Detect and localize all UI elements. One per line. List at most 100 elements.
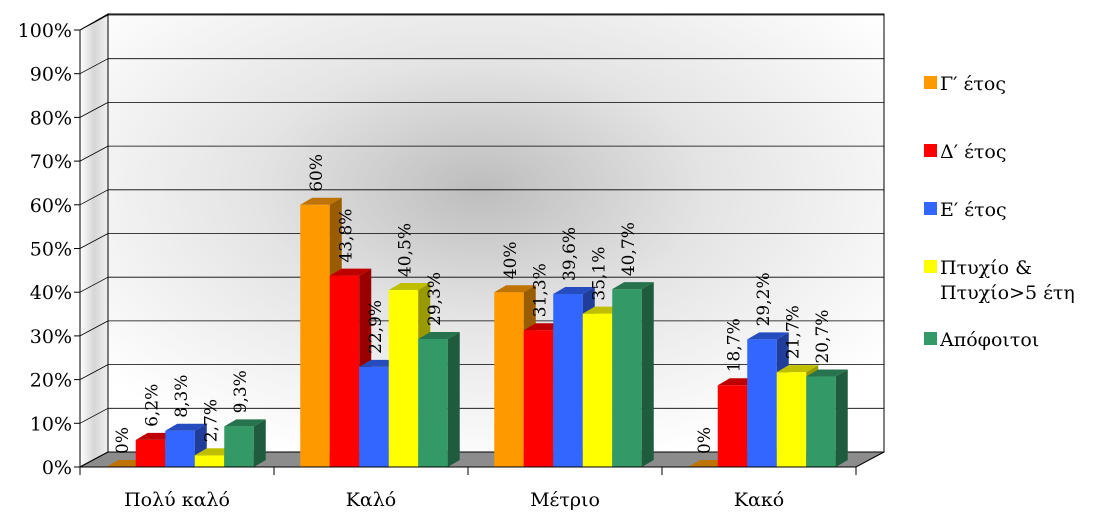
bar-front bbox=[418, 338, 448, 467]
bar-top bbox=[329, 268, 372, 276]
data-labels: 0% 6,2% 8,3% 2,7% 9,3% 60% 43,8% 22,9% 40,5% 29,3… bbox=[113, 154, 833, 454]
bar-top bbox=[553, 286, 595, 294]
side-wall bbox=[79, 13, 109, 468]
gridline-side bbox=[79, 407, 109, 424]
data-label: 29,2% bbox=[754, 272, 774, 326]
bar-front bbox=[224, 426, 254, 467]
bar bbox=[747, 332, 789, 467]
bar-front bbox=[717, 385, 748, 467]
y-tick-label: 100% bbox=[18, 20, 72, 42]
bar-side bbox=[641, 282, 654, 467]
bar-front bbox=[747, 339, 777, 467]
bar bbox=[418, 331, 460, 467]
bar-top bbox=[224, 419, 266, 427]
y-tick-label: 10% bbox=[30, 413, 72, 435]
bar-front bbox=[300, 204, 330, 468]
data-label: 40,7% bbox=[619, 222, 639, 276]
legend-label: Απόφοιτοι bbox=[939, 329, 1039, 351]
legend-label: Πτυχίο & bbox=[940, 257, 1032, 279]
bar-front bbox=[194, 455, 225, 467]
data-label: 40% bbox=[501, 241, 521, 279]
y-tick-label: 80% bbox=[30, 107, 72, 129]
gridline-side bbox=[79, 189, 109, 206]
data-label: 20,7% bbox=[813, 310, 833, 364]
bar-front bbox=[494, 292, 524, 467]
bar-front bbox=[553, 293, 583, 467]
data-label: 6,2% bbox=[143, 384, 163, 427]
bar-front bbox=[582, 313, 613, 467]
data-label: 0% bbox=[113, 427, 133, 454]
gridline-side bbox=[79, 320, 109, 337]
bar-top bbox=[388, 283, 431, 291]
data-label: 35,1% bbox=[590, 247, 610, 301]
bar-front bbox=[388, 290, 419, 467]
x-category-label: Κακό bbox=[734, 489, 784, 511]
y-tick-label: 50% bbox=[30, 239, 72, 261]
data-label: 8,3% bbox=[172, 375, 192, 418]
gridline-side bbox=[79, 102, 109, 118]
bar-side bbox=[835, 369, 848, 467]
data-label: 22,9% bbox=[366, 300, 386, 354]
bar-top bbox=[300, 197, 342, 205]
gridline-side bbox=[79, 364, 109, 380]
gridline-side bbox=[79, 276, 109, 293]
legend-label: Γ′ έτος bbox=[940, 73, 1006, 95]
bar-top bbox=[165, 423, 207, 431]
legend-swatch bbox=[924, 332, 937, 345]
data-label: 2,7% bbox=[202, 399, 222, 442]
legend-swatch bbox=[924, 260, 937, 273]
legend-swatch bbox=[924, 144, 937, 157]
bar-front bbox=[329, 275, 360, 467]
data-label: 18,7% bbox=[725, 318, 745, 372]
data-label: 0% bbox=[695, 427, 715, 454]
gridline-side bbox=[79, 14, 109, 31]
y-axis: 0% 10% 20% 30% 40% 50% 60% 70% 80% 90% 100% bbox=[18, 20, 81, 479]
legend-item: Ε′ έτος bbox=[924, 199, 1007, 221]
x-category-label: Πολύ καλό bbox=[124, 489, 230, 511]
legend-item: Δ′ έτος bbox=[924, 141, 1007, 163]
legend-label: Ε′ έτος bbox=[940, 199, 1007, 221]
legend: Γ′ έτος Δ′ έτος Ε′ έτος Πτυχίο & Πτυχίο>5 έτ… bbox=[924, 73, 1075, 351]
bar bbox=[224, 419, 266, 467]
y-tick-label: 60% bbox=[30, 195, 72, 217]
data-label: 29,3% bbox=[425, 272, 445, 326]
legend-label: Δ′ έτος bbox=[940, 141, 1007, 163]
bar-front bbox=[806, 376, 836, 467]
bar-side bbox=[447, 331, 460, 467]
bar-front bbox=[359, 366, 389, 467]
bar-top bbox=[747, 332, 789, 340]
bar-top bbox=[806, 369, 848, 377]
bar-front bbox=[165, 430, 195, 467]
y-tick-label: 0% bbox=[42, 457, 72, 479]
bar-top bbox=[494, 285, 536, 293]
gridline-side bbox=[79, 145, 109, 162]
data-label: 9,3% bbox=[231, 370, 251, 413]
x-category-label: Μέτριο bbox=[530, 489, 600, 511]
bar bbox=[165, 423, 207, 467]
data-label: 43,8% bbox=[337, 209, 357, 263]
y-tick-label: 70% bbox=[30, 151, 72, 173]
data-label: 31,3% bbox=[531, 263, 551, 317]
gridline-side bbox=[79, 233, 109, 249]
legend-swatch bbox=[924, 202, 937, 215]
bar-side bbox=[253, 419, 266, 467]
bar-front bbox=[612, 289, 642, 467]
legend-label: Πτυχίο>5 έτη bbox=[940, 282, 1075, 304]
bar bbox=[612, 282, 654, 467]
y-tick-label: 30% bbox=[30, 326, 72, 348]
bar-top bbox=[418, 331, 460, 339]
legend-item: Πτυχίο & Πτυχίο>5 έτη bbox=[924, 257, 1075, 304]
legend-item: Απόφοιτοι bbox=[924, 329, 1039, 351]
bar-top bbox=[776, 365, 819, 373]
bar-front bbox=[776, 372, 807, 467]
bar-front bbox=[135, 439, 166, 467]
y-tick-label: 40% bbox=[30, 282, 72, 304]
bars bbox=[106, 197, 848, 468]
bar-top bbox=[612, 282, 654, 290]
x-axis: Πολύ καλό Καλό Μέτριο Κακό bbox=[79, 466, 857, 511]
data-label: 39,6% bbox=[560, 227, 580, 281]
data-label: 40,5% bbox=[396, 223, 416, 277]
legend-item: Γ′ έτος bbox=[924, 73, 1006, 95]
y-tick-label: 90% bbox=[30, 64, 72, 86]
